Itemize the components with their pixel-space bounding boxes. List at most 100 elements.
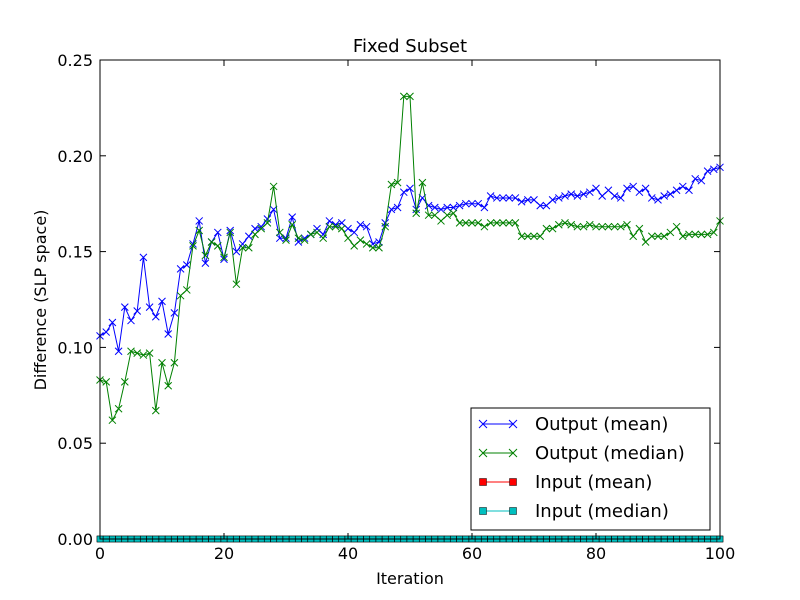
data-point	[455, 201, 464, 210]
data-point	[232, 280, 241, 289]
series-0	[96, 163, 724, 356]
data-point	[238, 240, 247, 248]
data-point	[300, 236, 309, 244]
data-point	[479, 478, 487, 486]
data-point	[542, 201, 551, 210]
data-point	[151, 312, 160, 321]
data-point	[449, 209, 458, 218]
legend-item: Output (median)	[478, 443, 685, 464]
plot-frame	[99, 59, 721, 540]
data-point	[182, 286, 191, 294]
data-point	[474, 199, 483, 208]
data-point	[478, 419, 488, 429]
data-point	[350, 241, 359, 250]
legend: Output (mean) Output (median) Input (mean)…	[470, 407, 711, 531]
data-point	[393, 178, 402, 187]
data-point	[356, 236, 365, 244]
data-point	[517, 197, 526, 206]
data-point	[300, 234, 309, 243]
data-point	[486, 192, 495, 200]
data-point	[313, 228, 321, 237]
data-point	[629, 182, 638, 191]
data-point	[108, 318, 117, 327]
data-point	[430, 203, 439, 212]
data-point	[573, 192, 582, 200]
data-point	[672, 186, 681, 195]
data-point	[585, 220, 594, 229]
data-point	[114, 347, 123, 356]
data-point	[133, 349, 142, 358]
data-point	[499, 194, 507, 202]
data-point	[238, 243, 247, 252]
data-point	[139, 253, 148, 262]
data-point	[294, 234, 303, 243]
data-point	[509, 507, 517, 515]
data-point	[257, 224, 266, 233]
data-point	[114, 404, 123, 413]
data-point	[226, 226, 235, 235]
data-point	[368, 243, 377, 252]
data-point	[592, 184, 600, 193]
data-point	[479, 507, 487, 515]
data-point	[548, 224, 557, 233]
data-point	[672, 222, 681, 231]
data-point	[517, 232, 526, 241]
data-point	[145, 303, 154, 312]
data-point	[610, 192, 619, 200]
data-point	[182, 261, 191, 269]
data-point	[331, 222, 340, 231]
data-point	[226, 228, 235, 237]
data-point	[480, 203, 489, 212]
data-point	[530, 232, 538, 241]
data-point	[455, 219, 464, 227]
legend-label: Output (mean)	[535, 414, 668, 435]
data-point	[709, 165, 718, 174]
data-point	[523, 232, 532, 241]
x-tick-label: 80	[586, 544, 606, 563]
data-point	[641, 184, 650, 193]
data-point	[356, 220, 365, 229]
data-point	[508, 448, 518, 458]
data-point	[189, 240, 197, 248]
data-point	[220, 253, 228, 262]
data-point	[362, 222, 371, 231]
data-point	[387, 205, 396, 214]
data-point	[282, 236, 290, 244]
data-point	[102, 378, 111, 386]
data-point	[393, 203, 402, 212]
data-point	[604, 222, 613, 231]
data-point	[579, 190, 588, 198]
data-point	[424, 211, 433, 220]
data-point	[449, 203, 458, 212]
y-tick-label: 0.15	[57, 243, 93, 262]
data-point	[641, 238, 650, 246]
data-point	[573, 222, 582, 231]
data-point	[486, 219, 495, 227]
data-point	[275, 228, 284, 237]
data-point	[288, 213, 297, 221]
data-point	[189, 241, 197, 250]
data-point	[660, 192, 669, 200]
data-point	[176, 291, 185, 300]
data-point	[176, 264, 185, 273]
data-point	[430, 211, 439, 220]
data-point	[418, 178, 427, 187]
data-point	[406, 92, 414, 101]
data-point	[492, 219, 501, 227]
data-point	[443, 203, 452, 212]
data-point	[579, 222, 588, 231]
data-point	[623, 220, 631, 229]
data-point	[269, 182, 278, 191]
data-point	[399, 188, 408, 197]
data-point	[412, 209, 421, 218]
x-tick-label: 0	[95, 544, 105, 563]
data-point	[108, 416, 117, 425]
legend-label: Input (mean)	[535, 472, 652, 493]
data-point	[548, 196, 557, 204]
data-point	[201, 251, 210, 260]
data-point	[468, 219, 476, 227]
data-point	[561, 192, 569, 200]
data-point	[660, 232, 669, 241]
data-point	[263, 215, 272, 223]
data-point	[703, 167, 712, 175]
